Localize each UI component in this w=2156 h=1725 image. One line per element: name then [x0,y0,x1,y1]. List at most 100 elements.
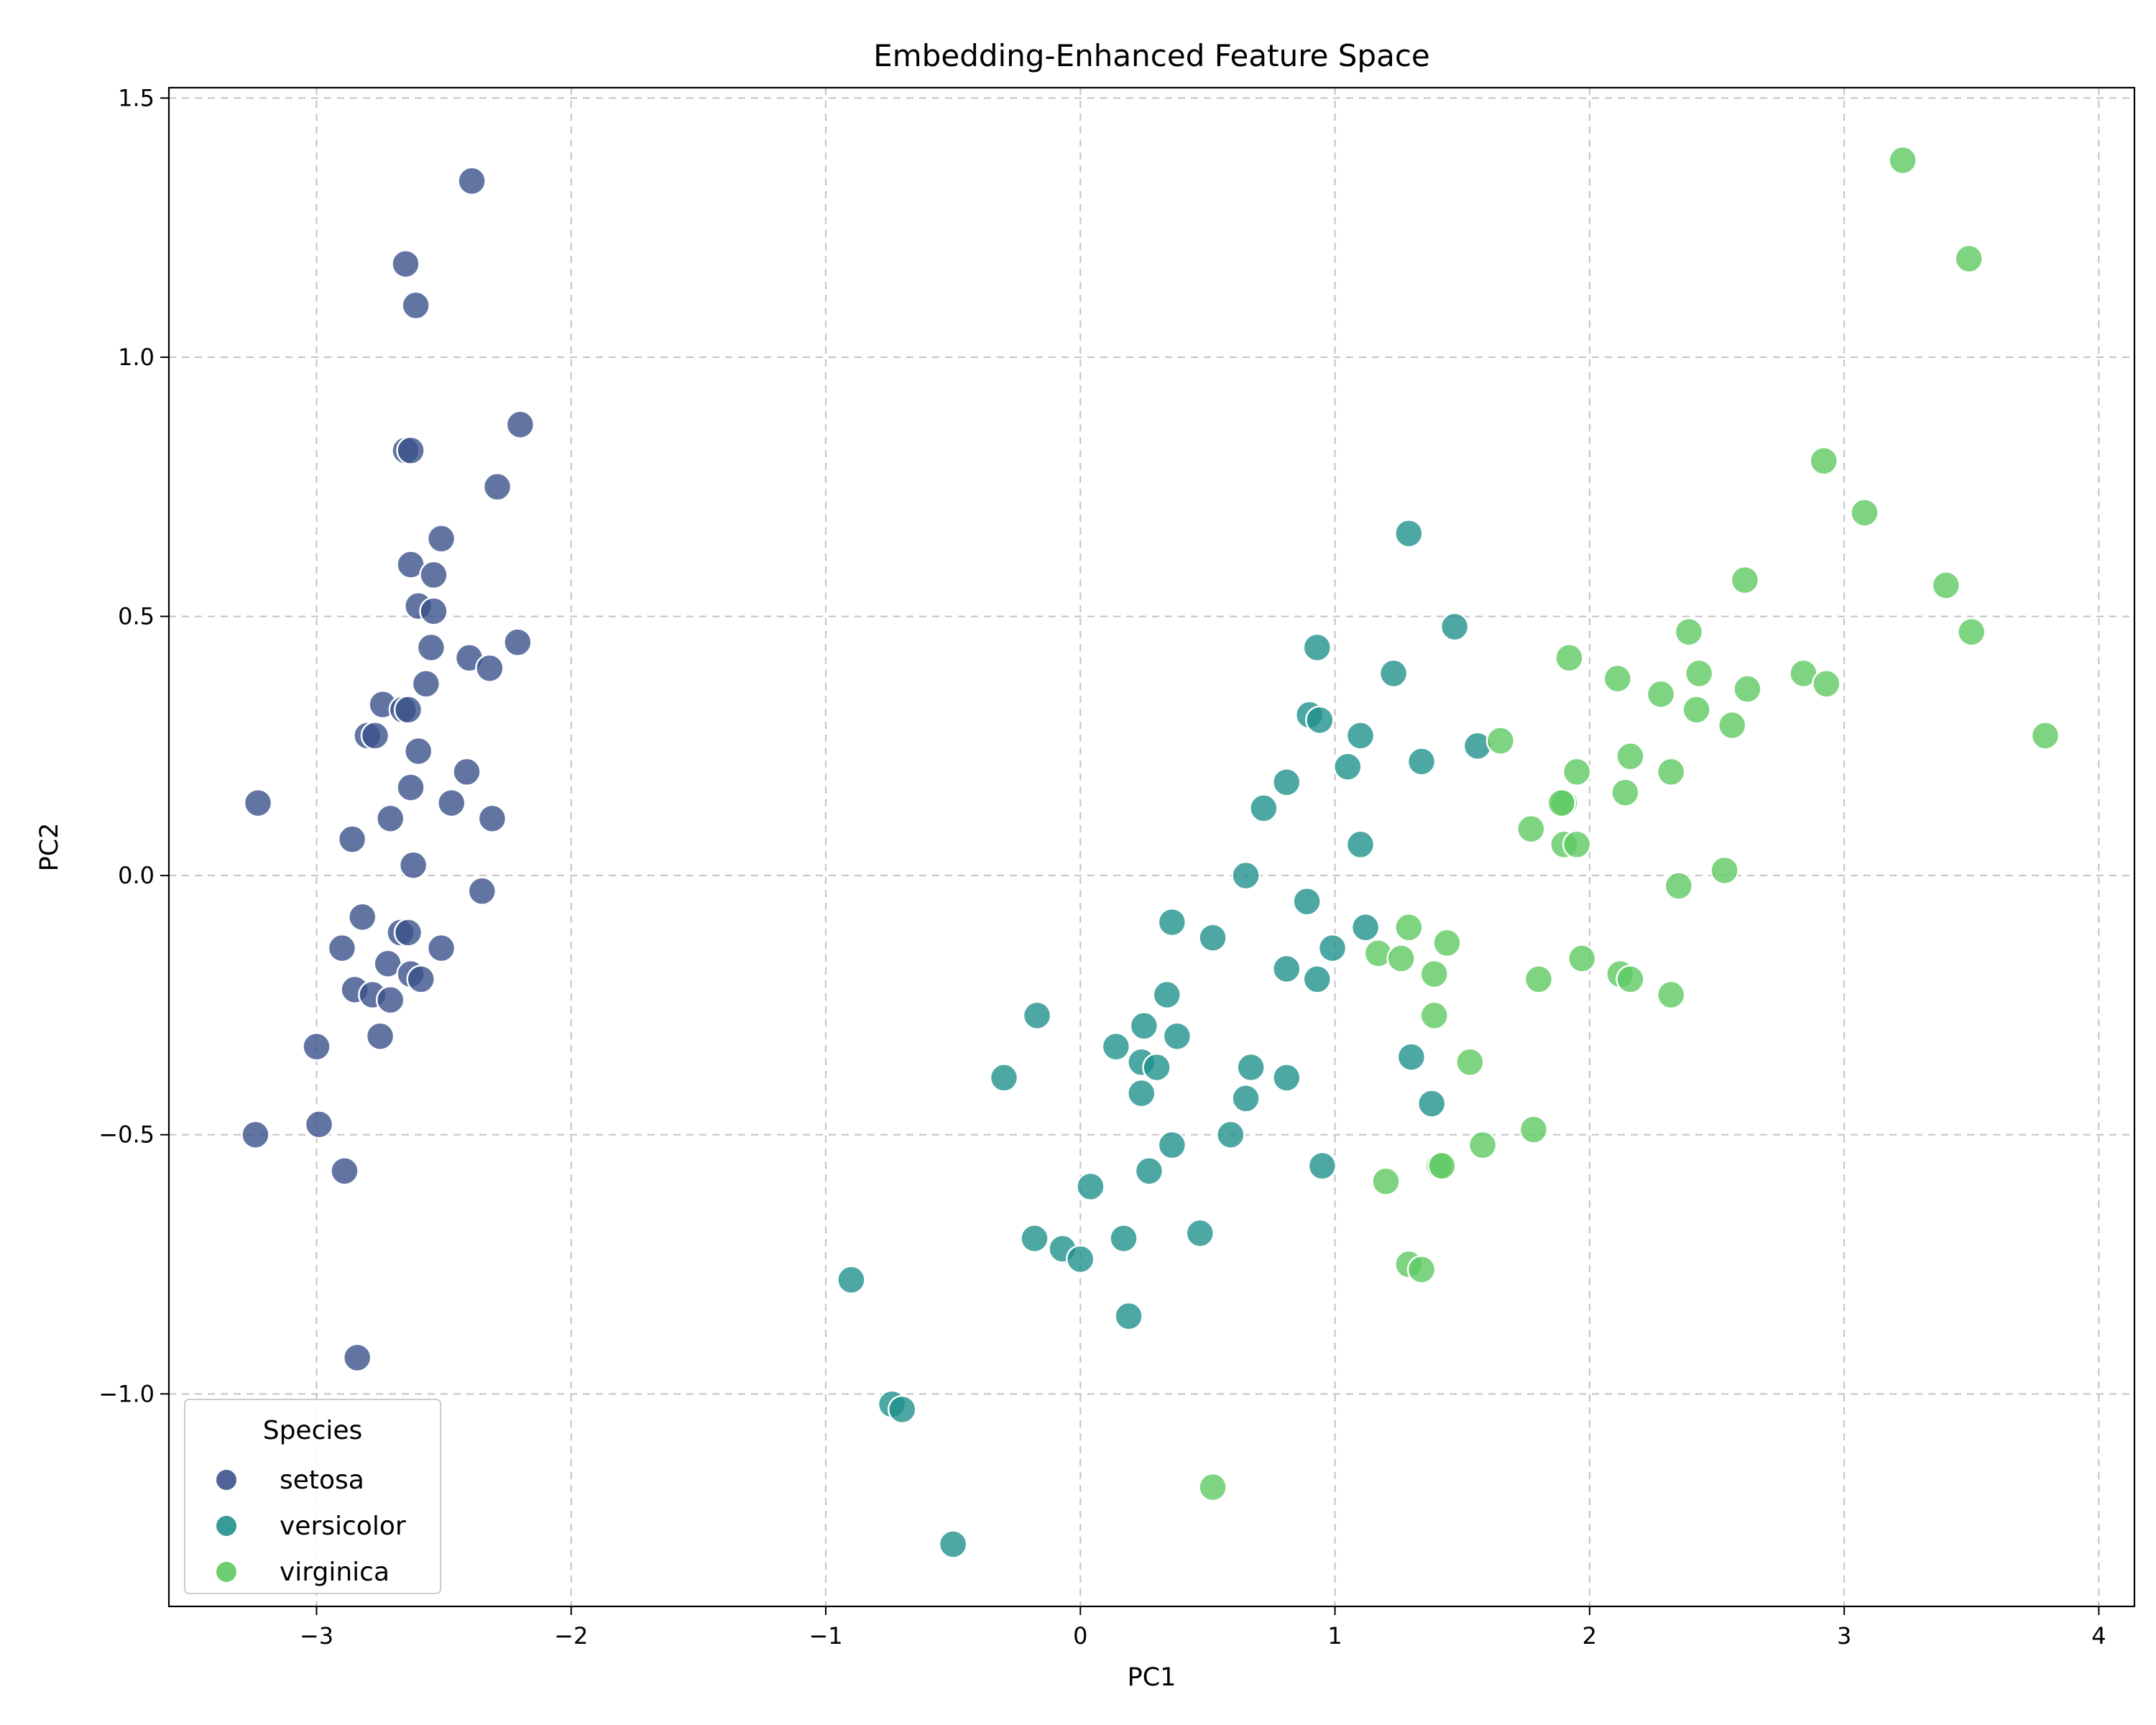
data-point-versicolor [1292,886,1322,916]
data-point-versicolor [1439,612,1470,642]
data-point-versicolor [1317,933,1348,963]
data-point-versicolor [1127,1078,1156,1108]
data-point-virginica [1371,1167,1401,1196]
data-point-versicolor [1101,1031,1131,1062]
data-point-setosa [411,669,441,699]
data-point-virginica [1656,980,1686,1010]
data-point-virginica [1394,913,1424,942]
data-point-virginica [1516,814,1546,844]
data-point-virginica [1888,145,1917,175]
data-point-virginica [1710,855,1739,886]
data-point-virginica [1562,829,1592,860]
data-point-setosa [302,1031,331,1062]
y-tick-label: −0.5 [98,1121,155,1149]
data-point-virginica [1554,643,1584,673]
x-tick-label: 1 [1327,1622,1342,1650]
data-point-versicolor [1272,954,1302,984]
data-point-setosa [241,1120,270,1149]
data-point-versicolor [1162,1021,1192,1051]
data-point-virginica [1616,742,1645,771]
data-point-virginica [1386,944,1416,973]
data-point-versicolor [1302,632,1332,663]
data-point-setosa [375,985,405,1015]
data-point-setosa [426,933,456,963]
data-point-virginica [1419,1000,1449,1031]
data-point-virginica [1730,565,1760,595]
data-point-setosa [475,653,505,683]
data-point-virginica [1674,617,1704,647]
data-point-versicolor [837,1265,866,1294]
data-points [241,145,2060,1559]
data-point-setosa [391,249,420,279]
axis-ticks: −3 −2 −1 0 1 2 3 4 −1.0 −0.5 0.0 0.5 1.0 1.5 [98,84,2106,1650]
data-point-versicolor [1272,1063,1302,1092]
legend-title: Species [263,1416,363,1445]
data-point-virginica [1562,757,1592,787]
data-point-virginica [2030,721,2060,750]
data-point-virginica [1664,871,1694,901]
data-point-versicolor [1305,705,1335,735]
data-point-setosa [503,627,533,657]
data-point-versicolor [1406,747,1437,776]
data-point-versicolor [1022,1000,1052,1031]
data-point-versicolor [1236,1052,1266,1082]
legend-label-versicolor: versicolor [280,1512,406,1541]
legend: Species setosa versicolor virginica [184,1399,441,1594]
data-point-versicolor [1152,980,1182,1010]
data-point-setosa [419,597,448,626]
y-tick-label: −1.0 [98,1380,155,1407]
x-tick-label: −3 [300,1622,333,1650]
data-point-virginica [1931,571,1961,600]
data-point-setosa [436,788,466,818]
data-point-virginica [1812,669,1841,699]
legend-label-virginica: virginica [280,1558,390,1587]
data-point-versicolor [1378,658,1409,689]
data-point-setosa [396,773,425,802]
data-point-versicolor [1350,913,1381,942]
data-point-versicolor [1198,923,1227,952]
data-point-versicolor [1216,1120,1245,1149]
data-point-virginica [1954,244,1984,274]
x-tick-label: −2 [554,1622,588,1650]
data-point-virginica [1419,959,1449,989]
data-point-setosa [401,290,430,321]
data-point-virginica [1198,1472,1227,1502]
data-point-versicolor [1231,860,1261,891]
data-point-versicolor [1302,965,1332,994]
data-point-versicolor [1157,1130,1187,1160]
data-point-versicolor [1157,907,1187,937]
data-point-versicolor [989,1063,1019,1092]
data-point-versicolor [938,1530,968,1559]
data-point-virginica [1682,695,1711,724]
data-point-virginica [1957,617,1986,647]
data-point-setosa [330,1156,359,1186]
data-point-versicolor [1345,721,1376,750]
data-point-virginica [1733,674,1762,704]
data-point-versicolor [1129,1011,1159,1041]
data-point-virginica [1427,1151,1457,1181]
data-point-setosa [419,560,448,590]
data-point-virginica [1547,788,1577,818]
data-point-setosa [393,918,423,947]
legend-marker-setosa [215,1468,238,1491]
data-point-versicolor [1231,1084,1261,1113]
data-point-setosa [416,632,446,663]
legend-box [184,1399,441,1594]
x-axis-label: PC1 [1128,1663,1176,1692]
data-point-versicolor [1076,1172,1105,1202]
data-point-setosa [360,721,390,750]
data-point-setosa [477,804,507,834]
y-axis-label: PC2 [35,823,64,872]
data-point-setosa [243,788,273,818]
grid [169,88,2134,1606]
data-point-versicolor [1142,1052,1171,1082]
data-point-setosa [393,695,423,724]
data-point-versicolor [1307,1151,1337,1181]
legend-label-setosa: setosa [280,1466,364,1495]
data-point-virginica [1567,944,1597,973]
data-point-virginica [1432,928,1462,958]
legend-marker-virginica [215,1560,238,1583]
data-point-virginica [1684,658,1714,689]
y-tick-label: 1.5 [118,84,155,111]
